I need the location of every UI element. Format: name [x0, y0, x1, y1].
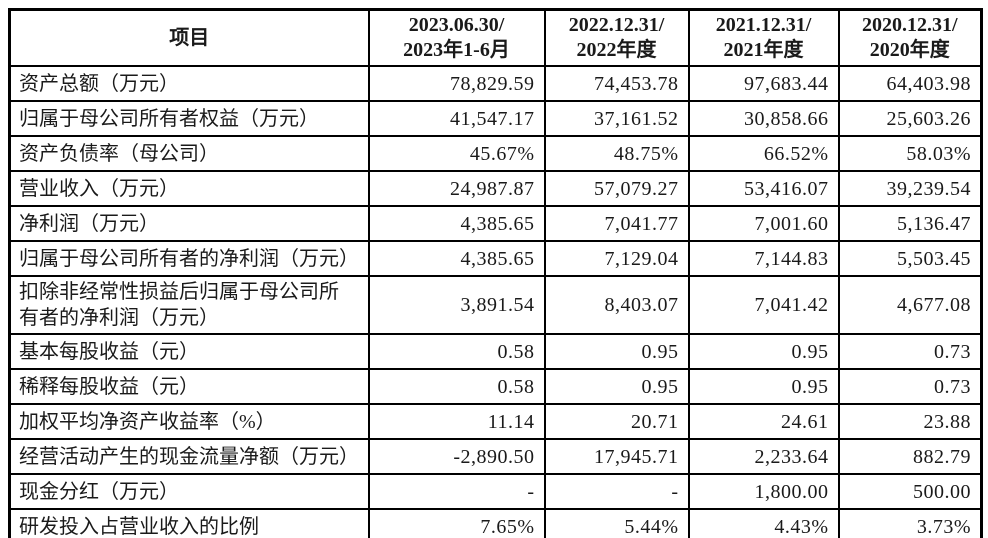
- value-cell: 0.95: [543, 368, 690, 405]
- table-row-cash-dividend: 现金分红（万元） - - 1,800.00 500.00: [8, 473, 983, 510]
- period-range: 2022年度: [576, 39, 657, 61]
- period-date: 2020.12.31/: [861, 14, 958, 36]
- period-date: 2021.12.31/: [715, 14, 812, 36]
- value-cell: 7,041.77: [543, 205, 690, 242]
- value-cell: 39,239.54: [837, 170, 983, 207]
- row-label: 归属于母公司所有者权益（万元）: [8, 100, 370, 137]
- financial-summary-table: 项目 2023.06.30/ 2023年1-6月 2022.12.31/ 202…: [8, 8, 983, 538]
- row-label: 营业收入（万元）: [8, 170, 370, 207]
- value-cell: 11.14: [367, 403, 546, 440]
- value-cell: 0.95: [687, 368, 840, 405]
- value-cell: 25,603.26: [837, 100, 983, 137]
- value-cell: -: [367, 473, 546, 510]
- value-cell: 2,233.64: [687, 438, 840, 475]
- header-row: 项目 2023.06.30/ 2023年1-6月 2022.12.31/ 202…: [8, 8, 983, 67]
- value-cell: 8,403.07: [543, 275, 690, 335]
- value-cell: 4,385.65: [367, 240, 546, 277]
- table-row-parent-equity: 归属于母公司所有者权益（万元） 41,547.17 37,161.52 30,8…: [8, 100, 983, 137]
- row-label: 经营活动产生的现金流量净额（万元）: [8, 438, 370, 475]
- value-cell: 882.79: [837, 438, 983, 475]
- value-cell: 0.58: [367, 368, 546, 405]
- table-row-diluted-eps: 稀释每股收益（元） 0.58 0.95 0.95 0.73: [8, 368, 983, 405]
- value-cell: 45.67%: [367, 135, 546, 172]
- row-label: 基本每股收益（元）: [8, 333, 370, 370]
- header-period-2021: 2021.12.31/ 2021年度: [687, 8, 840, 67]
- value-cell: -2,890.50: [367, 438, 546, 475]
- value-cell: 30,858.66: [687, 100, 840, 137]
- row-label: 归属于母公司所有者的净利润（万元）: [8, 240, 370, 277]
- value-cell: 0.95: [543, 333, 690, 370]
- header-item-column: 项目: [8, 8, 370, 67]
- value-cell: 37,161.52: [543, 100, 690, 137]
- row-label: 研发投入占营业收入的比例: [8, 508, 370, 538]
- value-cell: 4,677.08: [837, 275, 983, 335]
- value-cell: 3.73%: [837, 508, 983, 538]
- table-row-parent-net-profit: 归属于母公司所有者的净利润（万元） 4,385.65 7,129.04 7,14…: [8, 240, 983, 277]
- period-range: 2021年度: [723, 39, 804, 61]
- value-cell: 5.44%: [543, 508, 690, 538]
- period-date: 2022.12.31/: [568, 14, 665, 36]
- table-row-total-assets: 资产总额（万元） 78,829.59 74,453.78 97,683.44 6…: [8, 65, 983, 102]
- row-label: 加权平均净资产收益率（%）: [8, 403, 370, 440]
- value-cell: 23.88: [837, 403, 983, 440]
- value-cell: 66.52%: [687, 135, 840, 172]
- table-row-basic-eps: 基本每股收益（元） 0.58 0.95 0.95 0.73: [8, 333, 983, 370]
- table-row-debt-ratio: 资产负债率（母公司） 45.67% 48.75% 66.52% 58.03%: [8, 135, 983, 172]
- row-label: 现金分红（万元）: [8, 473, 370, 510]
- value-cell: 41,547.17: [367, 100, 546, 137]
- value-cell: 64,403.98: [837, 65, 983, 102]
- value-cell: 7,144.83: [687, 240, 840, 277]
- value-cell: 17,945.71: [543, 438, 690, 475]
- table-row-operating-cash-flow: 经营活动产生的现金流量净额（万元） -2,890.50 17,945.71 2,…: [8, 438, 983, 475]
- table-row-rnd-ratio: 研发投入占营业收入的比例 7.65% 5.44% 4.43% 3.73%: [8, 508, 983, 538]
- value-cell: 58.03%: [837, 135, 983, 172]
- value-cell: 24.61: [687, 403, 840, 440]
- value-cell: 7,129.04: [543, 240, 690, 277]
- header-period-2020: 2020.12.31/ 2020年度: [837, 8, 983, 67]
- value-cell: 1,800.00: [687, 473, 840, 510]
- row-label: 资产负债率（母公司）: [8, 135, 370, 172]
- value-cell: 78,829.59: [367, 65, 546, 102]
- value-cell: 500.00: [837, 473, 983, 510]
- row-label: 资产总额（万元）: [8, 65, 370, 102]
- value-cell: 7,041.42: [687, 275, 840, 335]
- header-period-2022: 2022.12.31/ 2022年度: [543, 8, 690, 67]
- value-cell: 5,503.45: [837, 240, 983, 277]
- value-cell: 0.58: [367, 333, 546, 370]
- period-date: 2023.06.30/: [408, 14, 505, 36]
- period-range: 2023年1-6月: [403, 39, 510, 61]
- value-cell: 3,891.54: [367, 275, 546, 335]
- value-cell: 57,079.27: [543, 170, 690, 207]
- value-cell: 53,416.07: [687, 170, 840, 207]
- value-cell: 7,001.60: [687, 205, 840, 242]
- period-range: 2020年度: [869, 39, 950, 61]
- value-cell: 7.65%: [367, 508, 546, 538]
- value-cell: 48.75%: [543, 135, 690, 172]
- value-cell: 0.73: [837, 333, 983, 370]
- table-row-net-profit: 净利润（万元） 4,385.65 7,041.77 7,001.60 5,136…: [8, 205, 983, 242]
- header-period-2023: 2023.06.30/ 2023年1-6月: [367, 8, 546, 67]
- table-row-weighted-roe: 加权平均净资产收益率（%） 11.14 20.71 24.61 23.88: [8, 403, 983, 440]
- table-row-deducted-net-profit: 扣除非经常性损益后归属于母公司所有者的净利润（万元） 3,891.54 8,40…: [8, 275, 983, 335]
- value-cell: 0.73: [837, 368, 983, 405]
- row-label: 扣除非经常性损益后归属于母公司所有者的净利润（万元）: [8, 275, 370, 335]
- value-cell: 4.43%: [687, 508, 840, 538]
- value-cell: -: [543, 473, 690, 510]
- value-cell: 24,987.87: [367, 170, 546, 207]
- value-cell: 20.71: [543, 403, 690, 440]
- row-label: 稀释每股收益（元）: [8, 368, 370, 405]
- row-label: 净利润（万元）: [8, 205, 370, 242]
- table-row-revenue: 营业收入（万元） 24,987.87 57,079.27 53,416.07 3…: [8, 170, 983, 207]
- value-cell: 4,385.65: [367, 205, 546, 242]
- value-cell: 97,683.44: [687, 65, 840, 102]
- value-cell: 74,453.78: [543, 65, 690, 102]
- value-cell: 0.95: [687, 333, 840, 370]
- value-cell: 5,136.47: [837, 205, 983, 242]
